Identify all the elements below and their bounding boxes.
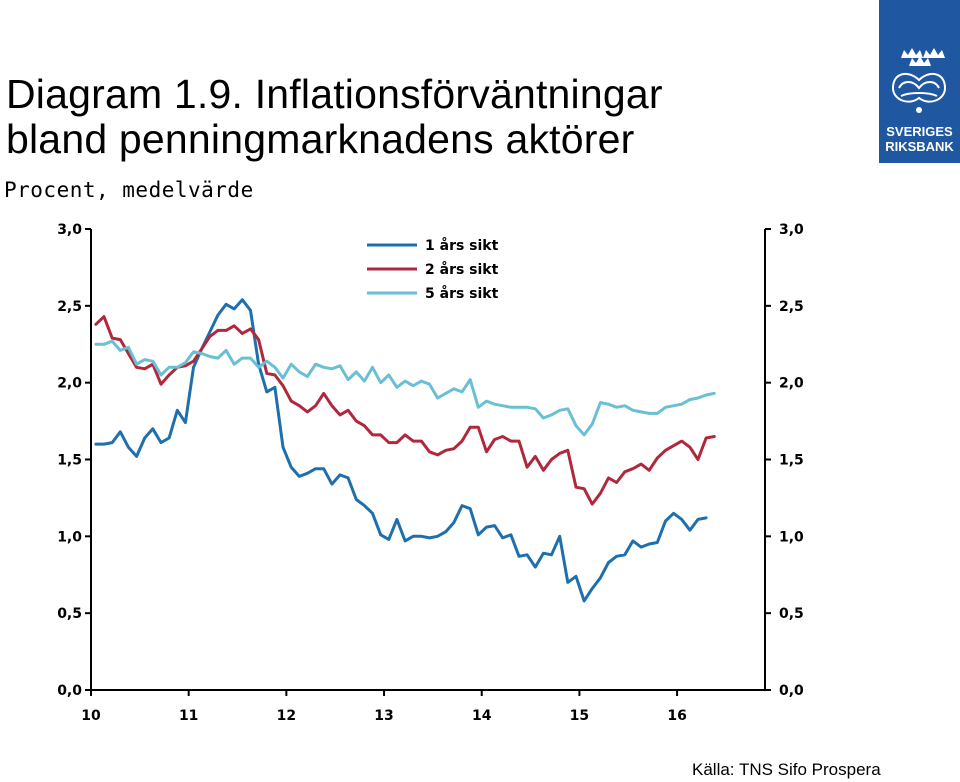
x-tick-label: 16 bbox=[667, 708, 686, 724]
y-tick-label-right: 2,0 bbox=[779, 376, 804, 392]
y-tick-label-left: 0,5 bbox=[57, 606, 82, 622]
logo-text-sveriges: SVERIGES bbox=[886, 124, 953, 139]
series-line-1 bbox=[94, 298, 708, 603]
chart-title-line2: bland penningmarknadens aktörer bbox=[6, 116, 635, 162]
legend-label-3: 5 års sikt bbox=[425, 285, 499, 302]
y-tick-label-right: 1,0 bbox=[779, 529, 804, 545]
riksbank-emblem-icon bbox=[891, 48, 947, 113]
y-tick-label-left: 0,0 bbox=[57, 683, 82, 699]
x-tick-label: 11 bbox=[179, 708, 198, 724]
source-note: Källa: TNS Sifo Prospera bbox=[692, 760, 881, 779]
y-tick-label-left: 2,0 bbox=[57, 376, 82, 392]
y-tick-label-right: 3,0 bbox=[779, 222, 804, 238]
y-tick-label-left: 1,5 bbox=[57, 453, 82, 469]
series-line-3 bbox=[94, 339, 716, 437]
y-tick-label-left: 2,5 bbox=[57, 299, 82, 315]
chart-series bbox=[94, 298, 716, 603]
logo-text-riksbank: RIKSBANK bbox=[885, 139, 954, 154]
line-chart: 0,0 0,0 0,5 0,5 1,0 1,0 1,5 1,5 2,0 2,0 2,5 2,5 3,0 3… bbox=[57, 222, 804, 724]
x-tick-label: 10 bbox=[81, 708, 101, 724]
y-tick-label-right: 0,0 bbox=[779, 683, 804, 699]
y-tick-label-left: 3,0 bbox=[57, 222, 82, 238]
x-tick-label: 12 bbox=[277, 708, 296, 724]
riksbank-logo: SVERIGES RIKSBANK bbox=[879, 0, 960, 163]
x-tick-label: 15 bbox=[570, 708, 589, 724]
y-tick-label-left: 1,0 bbox=[57, 529, 82, 545]
y-tick-label-right: 1,5 bbox=[779, 453, 804, 469]
chart-title-line1: Diagram 1.9. Inflationsförväntningar bbox=[6, 71, 663, 117]
y-tick-label-right: 0,5 bbox=[779, 606, 804, 622]
chart-axes: 0,0 0,0 0,5 0,5 1,0 1,0 1,5 1,5 2,0 2,0 2,5 2,5 3,0 3… bbox=[57, 222, 804, 724]
chart-legend: 1 års sikt 2 års sikt 5 års sikt bbox=[367, 237, 499, 302]
chart-title: Diagram 1.9. Inflationsförväntningar bla… bbox=[6, 72, 663, 162]
legend-label-2: 2 års sikt bbox=[425, 261, 499, 278]
y-tick-label-right: 2,5 bbox=[779, 299, 804, 315]
legend-label-1: 1 års sikt bbox=[425, 237, 499, 254]
x-tick-label: 14 bbox=[472, 708, 492, 724]
x-tick-label: 13 bbox=[374, 708, 393, 724]
chart-subtitle: Procent, medelvärde bbox=[4, 178, 254, 202]
